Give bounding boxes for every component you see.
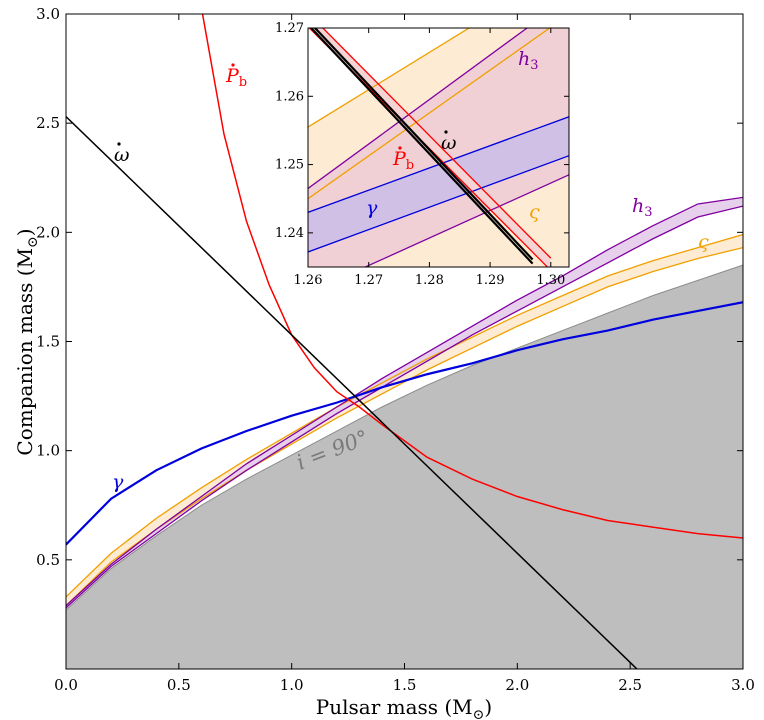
- y-tick-label: 0.5: [36, 551, 60, 569]
- inset-y-tick-label: 1.24: [275, 226, 304, 241]
- x-axis-title: Pulsar mass (M⊙): [316, 695, 492, 720]
- y-tick-label: 2.5: [36, 114, 60, 132]
- curve-label--: ω: [441, 132, 457, 154]
- main-axis-ticks: 0.0 0.5 1.0 1.5 2.0 2.5 3.0 0.5 1.0 1.5 2.0 2.5 3.0: [36, 5, 755, 694]
- inset-series-line-h3-lower: [363, 174, 569, 267]
- curve-label-h3: h3: [632, 195, 653, 220]
- inset-series-line---lower: [309, 28, 534, 265]
- derivative-dot: [444, 130, 448, 134]
- y-tick-label: 3.0: [36, 5, 60, 23]
- series-line---upper: [66, 233, 743, 598]
- x-tick-label: 0.5: [167, 676, 191, 694]
- inset-series-line---upper: [313, 28, 534, 261]
- y-tick-label: 2.0: [36, 223, 60, 241]
- inset-x-tick-label: 1.30: [536, 273, 565, 288]
- curve-label-pb: Pb: [225, 65, 247, 90]
- y-axis-title-sun-symbol: ⊙: [25, 236, 41, 248]
- x-tick-label: 1.5: [393, 676, 417, 694]
- inset-plot-area: 1.26 1.27 1.28 1.29 1.30 1.24 1.25 1.26 1.27 h3 P…: [275, 21, 570, 288]
- curve-label--: γ: [366, 197, 378, 219]
- x-axis-title-sun-symbol: ⊙: [473, 707, 485, 720]
- inset-series-lines: [308, 28, 569, 267]
- inset-series-line---lower: [308, 28, 551, 200]
- excluded-region-fill: [66, 264, 743, 669]
- derivative-dot: [231, 63, 235, 67]
- x-tick-label: 1.0: [280, 676, 304, 694]
- y-tick-label: 1.0: [36, 442, 60, 460]
- inset-series-line-h3-upper: [308, 28, 529, 189]
- y-axis-title: Companion mass (M⊙): [13, 228, 41, 455]
- main-plot-area: 0.0 0.5 1.0 1.5 2.0 2.5 3.00.51.01.52.02.53.0 …: [13, 5, 755, 720]
- y-tick-label: 1.5: [36, 333, 60, 351]
- x-tick-label: 2.0: [505, 676, 529, 694]
- inset-x-tick-label: 1.27: [354, 273, 383, 288]
- derivative-dot: [398, 146, 402, 150]
- curve-label--: ς: [529, 201, 540, 223]
- main-series-lines: [66, 14, 743, 669]
- inset-series-line-pb-upper: [321, 28, 552, 259]
- x-tick-label: 0.0: [54, 676, 78, 694]
- inset-y-tick-label: 1.25: [275, 158, 304, 173]
- inset-x-tick-label: 1.26: [294, 273, 323, 288]
- x-tick-label: 3.0: [731, 676, 755, 694]
- series-line--: [66, 116, 638, 669]
- curve-label--: γ: [112, 471, 124, 493]
- excluded-region: [66, 264, 743, 669]
- inset-y-tick-label: 1.27: [275, 21, 304, 36]
- series-line--: [66, 301, 743, 546]
- inset-series-line---lower: [308, 155, 569, 253]
- series-line-pb: [201, 14, 743, 539]
- inset-series-line---upper: [308, 28, 471, 128]
- inset-band-fill-gamma: [308, 116, 569, 252]
- inset-x-tick-label: 1.29: [476, 273, 505, 288]
- series-line-h3-upper: [66, 196, 743, 607]
- curve-label--: ς: [698, 231, 709, 253]
- inset-y-tick-label: 1.26: [275, 89, 304, 104]
- x-tick-label: 2.5: [618, 676, 642, 694]
- inset-x-tick-label: 1.28: [415, 273, 444, 288]
- curve-label--: ω: [114, 144, 130, 166]
- inset-curve-labels: h3 Pb ω γ ς: [366, 48, 540, 223]
- derivative-dot: [117, 142, 121, 146]
- inset-axis-ticks: 1.26 1.27 1.28 1.29 1.30 1.24 1.25 1.26 1.27: [275, 21, 569, 288]
- series-line-h3-lower: [66, 205, 743, 609]
- inset-frame: [307, 27, 570, 268]
- curve-label-h3: h3: [518, 48, 539, 73]
- curve-label-pb: Pb: [392, 148, 414, 173]
